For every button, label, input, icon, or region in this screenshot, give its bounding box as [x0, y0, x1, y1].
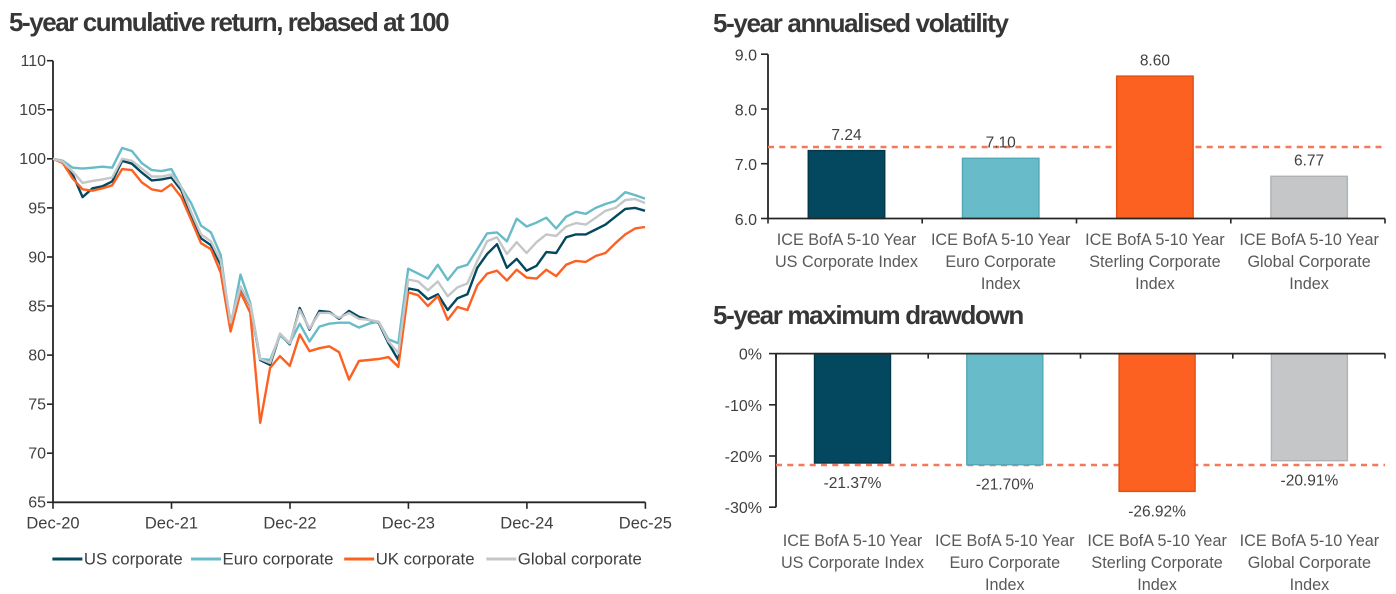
svg-text:110: 110 — [20, 53, 46, 70]
svg-text:-10%: -10% — [725, 398, 762, 415]
svg-text:85: 85 — [28, 298, 46, 315]
svg-text:100: 100 — [19, 151, 46, 168]
svg-text:Sterling Corporate: Sterling Corporate — [1091, 554, 1222, 572]
svg-text:Index: Index — [985, 576, 1025, 594]
svg-text:Dec-25: Dec-25 — [619, 515, 672, 533]
svg-text:95: 95 — [28, 200, 46, 217]
svg-text:-21.70%: -21.70% — [976, 477, 1034, 494]
svg-text:Global Corporate: Global Corporate — [1248, 554, 1371, 572]
svg-text:5-year maximum drawdown: 5-year maximum drawdown — [713, 300, 1023, 330]
svg-text:Global Corporate: Global Corporate — [1247, 253, 1370, 271]
svg-text:105: 105 — [19, 102, 46, 119]
svg-text:ICE BofA 5-10 Year: ICE BofA 5-10 Year — [1087, 532, 1227, 550]
svg-text:US Corporate Index: US Corporate Index — [781, 554, 924, 572]
svg-text:6.0: 6.0 — [735, 212, 757, 229]
svg-text:-20.91%: -20.91% — [1281, 473, 1339, 490]
svg-text:5-year cumulative return, reba: 5-year cumulative return, rebased at 100 — [9, 7, 449, 37]
svg-text:0%: 0% — [739, 347, 762, 364]
svg-text:70: 70 — [28, 446, 46, 463]
svg-text:Index: Index — [1290, 576, 1330, 594]
svg-text:Sterling Corporate: Sterling Corporate — [1089, 253, 1220, 271]
svg-text:75: 75 — [28, 397, 46, 414]
svg-text:ICE BofA 5-10 Year: ICE BofA 5-10 Year — [777, 231, 917, 249]
svg-text:5-year annualised volatility: 5-year annualised volatility — [713, 8, 1009, 38]
svg-text:Index: Index — [1137, 576, 1177, 594]
svg-text:-20%: -20% — [725, 449, 762, 466]
svg-text:7.24: 7.24 — [831, 127, 862, 144]
svg-text:Dec-23: Dec-23 — [382, 515, 435, 533]
svg-text:US Corporate Index: US Corporate Index — [775, 253, 918, 271]
svg-text:8.60: 8.60 — [1140, 52, 1171, 69]
svg-text:7.0: 7.0 — [735, 157, 757, 174]
svg-text:Euro corporate: Euro corporate — [223, 550, 334, 569]
svg-text:90: 90 — [28, 249, 46, 266]
svg-text:65: 65 — [28, 495, 46, 512]
svg-text:ICE BofA 5-10 Year: ICE BofA 5-10 Year — [1085, 231, 1225, 249]
svg-text:7.10: 7.10 — [986, 135, 1017, 152]
svg-text:-21.37%: -21.37% — [824, 475, 882, 492]
svg-text:Index: Index — [981, 275, 1021, 293]
svg-text:ICE BofA 5-10 Year: ICE BofA 5-10 Year — [783, 532, 923, 550]
svg-text:US corporate: US corporate — [84, 550, 183, 569]
svg-text:6.77: 6.77 — [1294, 153, 1324, 170]
svg-text:ICE BofA 5-10 Year: ICE BofA 5-10 Year — [1239, 231, 1379, 249]
svg-text:UK corporate: UK corporate — [376, 550, 475, 569]
svg-text:ICE BofA 5-10 Year: ICE BofA 5-10 Year — [1240, 532, 1380, 550]
svg-text:80: 80 — [28, 348, 46, 365]
svg-text:ICE BofA 5-10 Year: ICE BofA 5-10 Year — [935, 532, 1075, 550]
svg-text:Euro Corporate: Euro Corporate — [945, 253, 1056, 271]
svg-text:Dec-24: Dec-24 — [500, 515, 553, 533]
svg-text:-26.92%: -26.92% — [1128, 503, 1186, 520]
svg-text:Dec-22: Dec-22 — [263, 515, 316, 533]
svg-text:Euro Corporate: Euro Corporate — [949, 554, 1060, 572]
svg-text:Index: Index — [1135, 275, 1175, 293]
svg-text:8.0: 8.0 — [735, 103, 757, 120]
svg-text:-30%: -30% — [725, 500, 762, 517]
svg-text:Global corporate: Global corporate — [518, 550, 642, 569]
svg-text:Dec-20: Dec-20 — [26, 515, 79, 533]
svg-text:Dec-21: Dec-21 — [145, 515, 198, 533]
svg-text:9.0: 9.0 — [735, 48, 757, 65]
svg-text:ICE BofA 5-10 Year: ICE BofA 5-10 Year — [931, 231, 1071, 249]
svg-text:Index: Index — [1289, 275, 1329, 293]
